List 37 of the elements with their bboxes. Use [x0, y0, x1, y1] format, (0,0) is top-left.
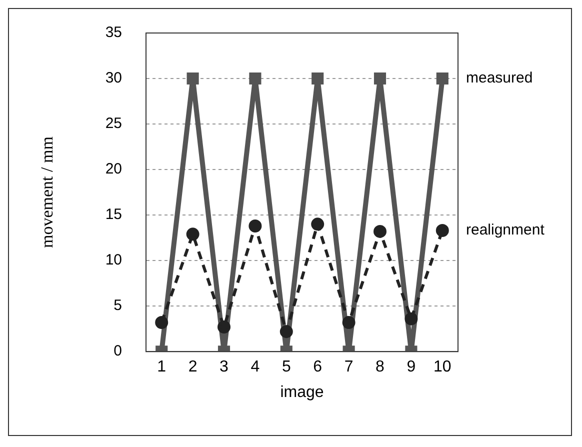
point [436, 72, 448, 85]
y-tick-label: 35 [105, 24, 122, 42]
series-label: measured [466, 70, 533, 87]
series-label: realignment [466, 222, 546, 239]
x-tick-label: 9 [406, 358, 416, 376]
x-tick-label: 3 [220, 358, 229, 376]
y-tick-label: 0 [114, 342, 122, 360]
point [155, 316, 168, 329]
point [311, 218, 324, 231]
point [404, 312, 418, 326]
y-tick-label: 10 [105, 252, 122, 269]
point [342, 316, 356, 329]
x-tick-label: 6 [313, 358, 322, 376]
y-tick-label: 15 [105, 206, 122, 224]
x-tick-label: 10 [434, 358, 452, 376]
point [186, 228, 200, 241]
point [248, 219, 262, 232]
y-axis-title: movement / mm [38, 136, 57, 248]
y-tick-label: 25 [105, 115, 122, 132]
point [374, 72, 386, 85]
x-axis-title: image [280, 384, 324, 401]
point [436, 224, 449, 238]
point [312, 72, 324, 85]
point [249, 72, 262, 85]
x-tick-label: 7 [344, 358, 354, 376]
point [218, 320, 230, 334]
x-tick-label: 5 [282, 358, 291, 376]
x-tick-label: 1 [157, 358, 166, 376]
x-tick-label: 4 [250, 358, 260, 376]
point [280, 325, 293, 338]
x-tick-label: 8 [376, 358, 385, 376]
y-tick-label: 20 [105, 160, 122, 178]
point [374, 224, 386, 238]
x-tick-label: 2 [188, 358, 198, 376]
y-tick-label: 30 [105, 70, 122, 87]
y-tick-label: 5 [114, 297, 122, 314]
point [186, 72, 199, 85]
